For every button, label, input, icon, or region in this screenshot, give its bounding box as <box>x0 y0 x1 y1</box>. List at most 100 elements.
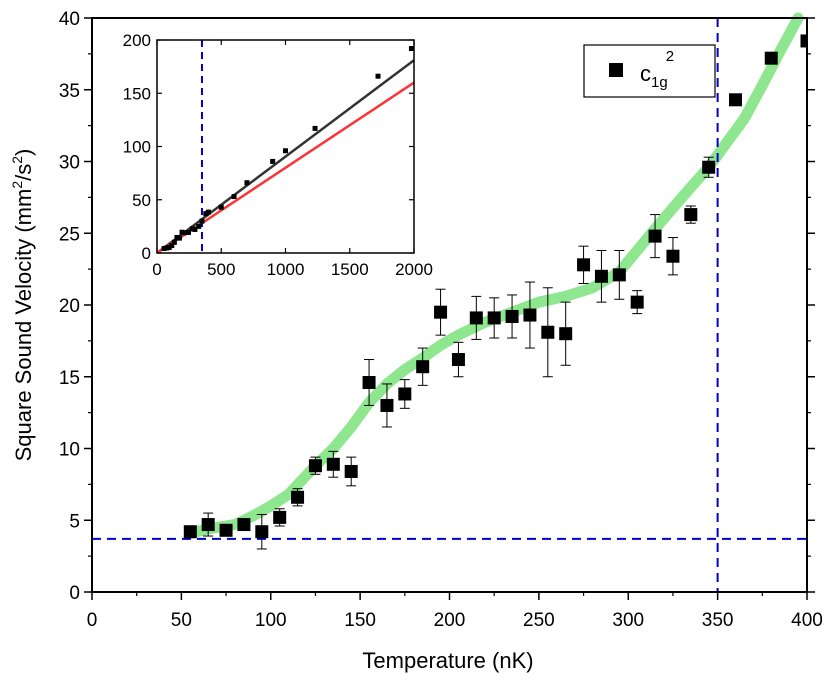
data-point <box>577 258 591 272</box>
inset-x-tick-label: 1000 <box>267 260 305 279</box>
data-point <box>469 311 483 325</box>
x-tick-label: 250 <box>523 610 555 631</box>
inset-data-point <box>203 211 209 217</box>
data-point <box>362 375 376 389</box>
data-point <box>505 309 519 323</box>
inset-data-point <box>270 158 276 164</box>
inset-data-point <box>189 226 195 232</box>
y-tick-label: 0 <box>69 583 80 604</box>
legend-label: c1g 2 <box>640 48 674 91</box>
data-point <box>326 457 340 471</box>
y-tick-label: 30 <box>59 153 80 174</box>
x-tick-label: 100 <box>255 610 287 631</box>
y-axis-title-base: Square Sound Velocity (mm <box>11 189 36 462</box>
data-points-layer <box>183 34 807 550</box>
data-point <box>183 525 197 539</box>
y-tick-label: 40 <box>59 9 80 30</box>
data-point <box>201 518 215 532</box>
y-axis-title-sup1: 2 <box>9 181 25 189</box>
data-point <box>612 268 626 282</box>
data-point <box>487 311 501 325</box>
inset-data-point <box>218 204 224 210</box>
inset-data-point <box>174 234 180 240</box>
data-point <box>398 387 412 401</box>
data-point <box>559 327 573 341</box>
inset-background <box>157 40 414 253</box>
inset-data-point <box>179 229 185 235</box>
inset-data-point <box>312 125 318 131</box>
inset-y-tick-label: 150 <box>123 84 151 103</box>
inset-data-point <box>375 73 381 79</box>
legend-label-sub: 1g <box>651 74 668 91</box>
data-point <box>451 353 465 367</box>
y-axis-title: Square Sound Velocity (mm2/s2) <box>9 149 36 462</box>
inset-data-point <box>196 223 202 229</box>
inset-data-point <box>192 226 198 232</box>
inset-data-point <box>199 218 205 224</box>
inset-data-point <box>231 194 237 200</box>
data-point <box>729 93 742 107</box>
x-tick-label: 200 <box>434 610 466 631</box>
data-point <box>416 360 430 374</box>
inset-data-point <box>185 229 191 235</box>
data-point <box>291 490 305 504</box>
inset-data-point <box>408 46 414 52</box>
data-point <box>255 525 269 539</box>
data-point <box>594 269 608 283</box>
y-tick-label: 15 <box>59 368 80 389</box>
inset-x-tick-label: 2000 <box>395 260 433 279</box>
data-point <box>648 229 662 243</box>
inset-data-point <box>205 209 211 215</box>
x-tick-label: 0 <box>87 610 98 631</box>
y-tick-label: 25 <box>59 224 80 245</box>
inset-y-tick-label: 100 <box>123 138 151 157</box>
legend-marker <box>609 63 623 77</box>
inset-data-point <box>166 244 172 250</box>
data-point <box>764 51 778 65</box>
legend-label-base: c <box>640 61 651 86</box>
inset-data-point <box>161 246 167 252</box>
data-point <box>273 510 287 524</box>
inset-data-points <box>161 46 414 252</box>
y-tick-label: 10 <box>59 440 80 461</box>
inset-data-point <box>171 239 177 245</box>
inset-data-point <box>244 180 250 186</box>
inset-chart: 0 500 1000 1500 2000 0 50 100 150 200 <box>123 31 433 279</box>
inset-y-tick-label: 200 <box>123 31 151 50</box>
inset-data-point <box>169 243 175 249</box>
reference-lines-layer <box>92 18 807 592</box>
y-tick-label: 35 <box>59 81 80 102</box>
data-point <box>523 308 537 322</box>
inset-x-tick-label: 0 <box>152 260 161 279</box>
inset-data-point <box>283 148 288 154</box>
inset-x-tick-label: 1500 <box>331 260 369 279</box>
inset-axis-ticks: 0 500 1000 1500 2000 0 50 100 150 200 <box>123 31 433 279</box>
inset-x-tick-label: 500 <box>207 260 235 279</box>
legend-box <box>583 44 716 98</box>
data-point <box>344 464 358 478</box>
data-point <box>684 208 698 222</box>
y-tick-label: 20 <box>59 296 80 317</box>
y-axis-title-end: ) <box>11 149 36 156</box>
inset-y-tick-label: 0 <box>142 244 151 263</box>
legend-label-sup: 2 <box>666 48 674 65</box>
data-point <box>434 305 448 319</box>
x-tick-label: 150 <box>344 610 376 631</box>
inset-y-tick-label: 50 <box>132 191 151 210</box>
data-point <box>666 249 680 263</box>
x-tick-label: 300 <box>612 610 644 631</box>
data-point <box>219 523 233 537</box>
data-point <box>702 160 716 174</box>
x-axis-title: Temperature (nK) <box>362 648 533 673</box>
data-point <box>541 325 555 339</box>
y-axis-title-sup2: 2 <box>9 156 25 164</box>
x-tick-label: 400 <box>791 610 823 631</box>
data-point <box>308 459 322 473</box>
data-point <box>380 398 394 412</box>
inset-data-point <box>182 230 188 236</box>
y-axis-title-mid: /s <box>11 164 36 181</box>
data-point <box>237 518 251 532</box>
legend: c1g 2 <box>583 44 716 98</box>
